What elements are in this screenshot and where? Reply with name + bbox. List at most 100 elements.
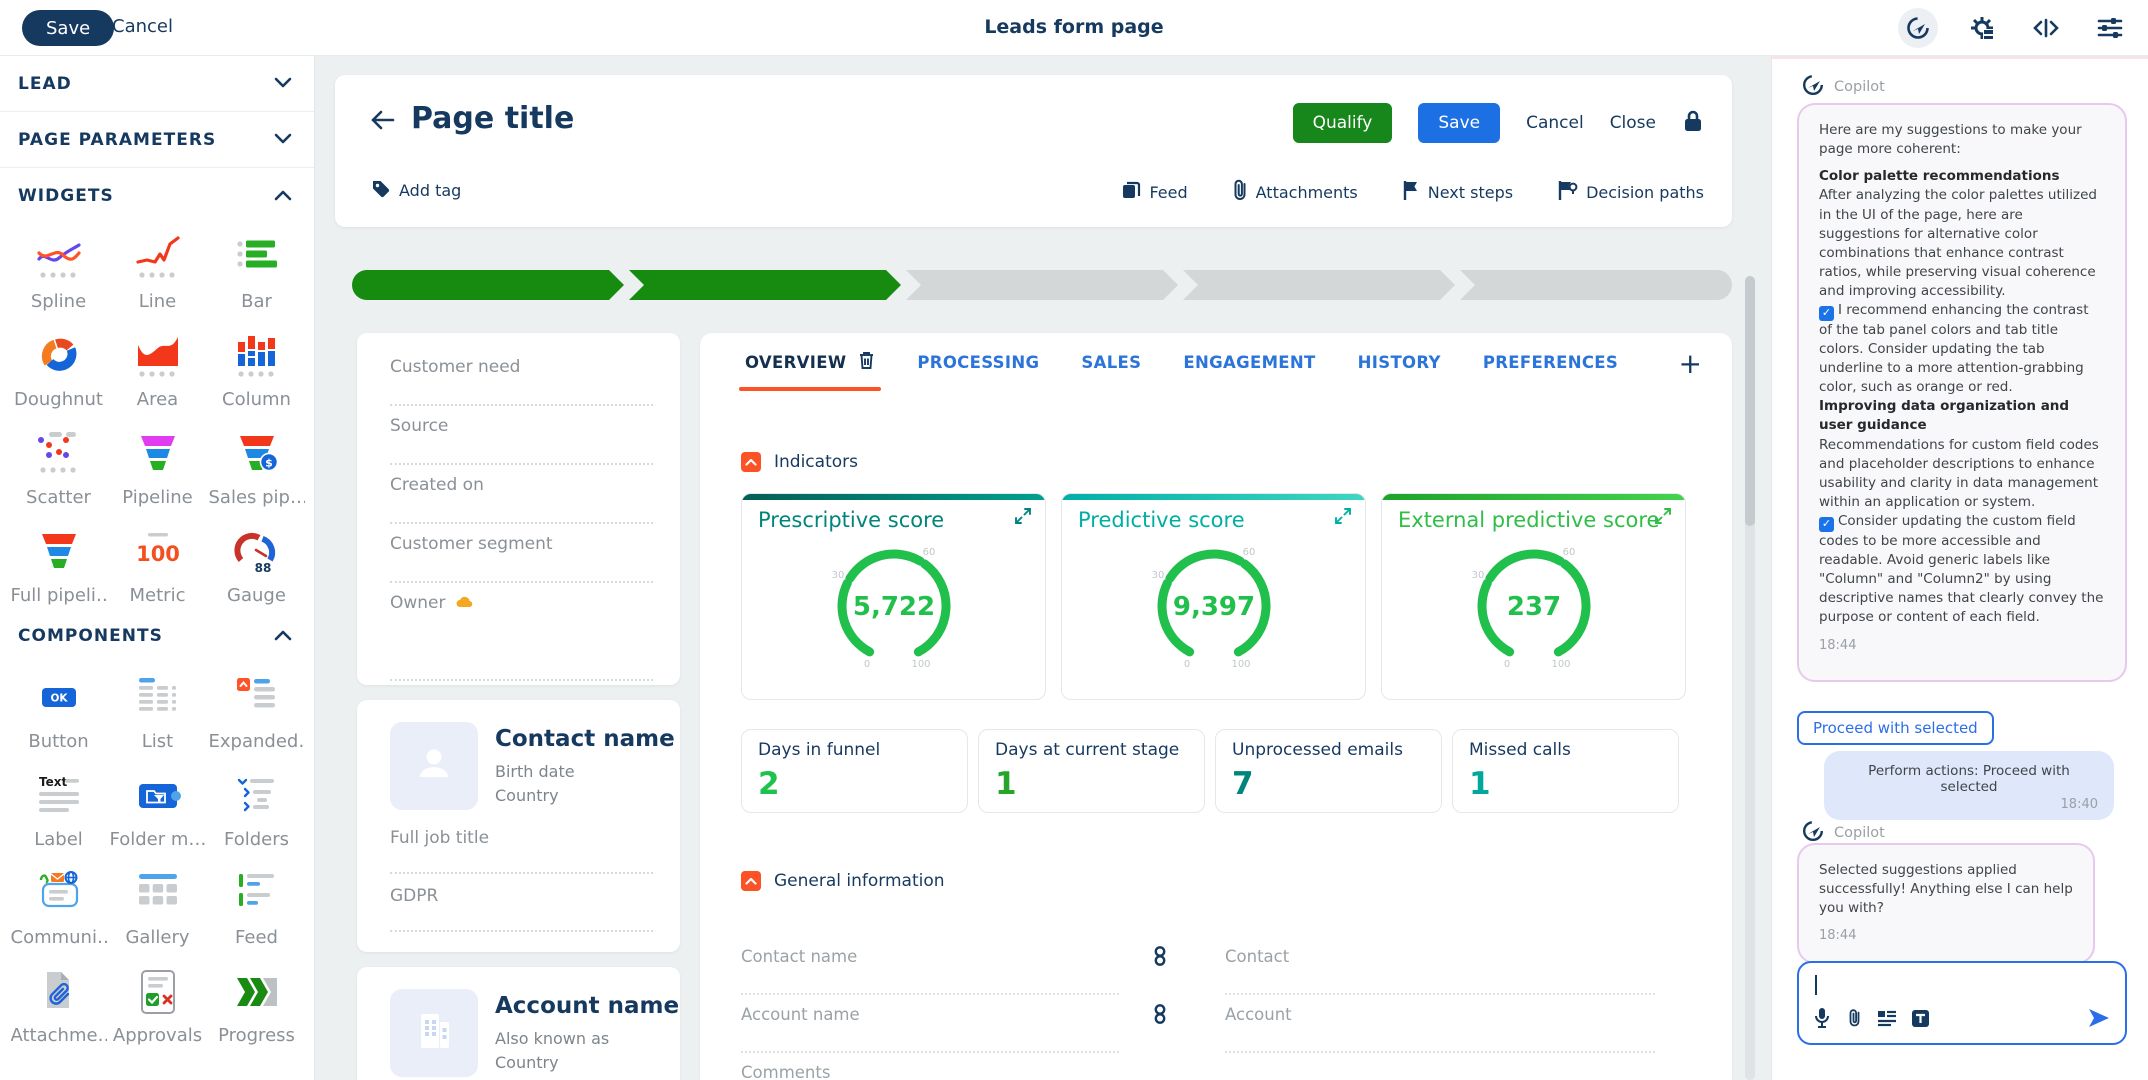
expand-icon[interactable]: [1013, 506, 1033, 530]
stage-segment[interactable]: [352, 270, 624, 300]
sidebar-tile-feed[interactable]: Feed: [207, 866, 306, 948]
sidebar-tile-spline[interactable]: Spline: [9, 230, 108, 312]
sidebar-tile-doughnut[interactable]: Doughnut: [9, 328, 108, 410]
header-link-feed[interactable]: Feed: [1121, 179, 1188, 205]
sidebar-section-components[interactable]: COMPONENTS: [0, 608, 314, 664]
sidebar-tile-line[interactable]: Line: [108, 230, 207, 312]
sidebar-tile-communi-[interactable]: Communi…: [9, 866, 108, 948]
mic-icon[interactable]: [1813, 1007, 1831, 1033]
field-label[interactable]: Contact name: [741, 947, 858, 966]
tab-engagement[interactable]: ENGAGEMENT: [1183, 333, 1315, 391]
sliders-icon[interactable]: [2090, 8, 2130, 48]
sidebar-tile-gauge[interactable]: 88 Gauge: [207, 524, 306, 606]
text-format-icon[interactable]: [1911, 1009, 1930, 1032]
metric-card-missed-calls[interactable]: Missed calls 1: [1452, 729, 1679, 813]
sidebar-tile-progress[interactable]: Progress: [207, 964, 306, 1046]
stage-segment[interactable]: [629, 270, 901, 300]
message-timestamp: 18:44: [1819, 638, 1857, 654]
scrollbar-track[interactable]: [1745, 276, 1755, 1080]
cancel-page-button[interactable]: Cancel: [1526, 113, 1584, 133]
lead-field-source[interactable]: Source: [390, 416, 653, 465]
metric-card-days-at-current-stage[interactable]: Days at current stage 1: [978, 729, 1205, 813]
link-icon[interactable]: [1150, 945, 1170, 971]
sidebar-tile-approvals[interactable]: Approvals: [108, 964, 207, 1046]
sidebar-tile-pipeline[interactable]: Pipeline: [108, 426, 207, 508]
sidebar-tile-label: Spline: [30, 291, 87, 312]
sidebar-tile-column[interactable]: Column: [207, 328, 306, 410]
expand-icon[interactable]: [1333, 506, 1353, 530]
sidebar-tile-attachme-[interactable]: Attachme…: [9, 964, 108, 1046]
account-name-label[interactable]: Account name: [495, 993, 680, 1019]
sidebar-tile-sales-pip-[interactable]: $ Sales pip…: [207, 426, 306, 508]
tab-overview[interactable]: OVERVIEW: [738, 333, 882, 391]
stage-segment[interactable]: [1460, 270, 1732, 300]
gdpr-field[interactable]: GDPR: [390, 886, 653, 932]
metric-widget-icon: 100: [134, 524, 182, 580]
scrollbar-thumb[interactable]: [1745, 276, 1755, 526]
snippet-icon[interactable]: [1877, 1009, 1897, 1031]
attach-icon[interactable]: [1845, 1008, 1863, 1032]
suggestion-checkbox[interactable]: ✓: [1819, 516, 1834, 532]
lock-icon[interactable]: [1682, 109, 1704, 137]
tab-sales[interactable]: SALES: [1081, 333, 1141, 391]
lead-field-owner[interactable]: Owner: [390, 593, 653, 681]
copilot-input[interactable]: [1797, 961, 2127, 1045]
sidebar-tile-label[interactable]: Text Label: [9, 768, 108, 850]
save-button[interactable]: Save: [22, 10, 115, 46]
full-job-title-field[interactable]: Full job title: [390, 828, 653, 874]
code-icon[interactable]: [2026, 8, 2066, 48]
account-country-label: Country: [495, 1053, 559, 1072]
sidebar-tile-gallery[interactable]: Gallery: [108, 866, 207, 948]
sidebar-tile-folder-m-[interactable]: Folder m…: [108, 768, 207, 850]
add-tab-button[interactable]: +: [1678, 347, 1702, 380]
header-link-decision-paths[interactable]: Decision paths: [1557, 179, 1704, 205]
tab-processing[interactable]: PROCESSING: [917, 333, 1039, 391]
collapse-section-icon[interactable]: [741, 871, 761, 891]
contact-name-label[interactable]: Contact name: [495, 726, 675, 752]
save-page-button[interactable]: Save: [1418, 103, 1501, 143]
sidebar-tile-metric[interactable]: 100 Metric: [108, 524, 207, 606]
sidebar-tile-full-pipeli-[interactable]: Full pipeli…: [9, 524, 108, 606]
lead-field-created-on[interactable]: Created on: [390, 475, 653, 524]
qualify-button[interactable]: Qualify: [1292, 103, 1393, 143]
sidebar-tile-button[interactable]: OK Button: [9, 670, 108, 752]
back-arrow-icon[interactable]: [369, 108, 397, 136]
cancel-button[interactable]: Cancel: [112, 16, 173, 37]
sidebar-tile-scatter[interactable]: Scatter: [9, 426, 108, 508]
tab-history[interactable]: HISTORY: [1358, 333, 1441, 391]
add-tag-button[interactable]: Add tag: [371, 179, 461, 202]
copilot-icon[interactable]: [1898, 8, 1938, 48]
field-label[interactable]: Comments: [741, 1063, 831, 1080]
sidebar-tile-folders[interactable]: Folders: [207, 768, 306, 850]
stage-segment[interactable]: [1183, 270, 1455, 300]
list-component-icon: [134, 670, 182, 726]
link-icon[interactable]: [1150, 1003, 1170, 1029]
stage-segment[interactable]: [906, 270, 1178, 300]
metric-card-unprocessed-emails[interactable]: Unprocessed emails 7: [1215, 729, 1442, 813]
header-link-next-steps[interactable]: Next steps: [1402, 179, 1513, 205]
lead-field-customer-need[interactable]: Customer need: [390, 357, 653, 406]
expand-icon[interactable]: [1653, 506, 1673, 530]
sidebar-tile-list[interactable]: List: [108, 670, 207, 752]
sidebar-section-widgets[interactable]: WIDGETS: [0, 168, 314, 224]
sidebar-tile-bar[interactable]: Bar: [207, 230, 306, 312]
field-label[interactable]: Contact: [1225, 947, 1290, 966]
metric-card-days-in-funnel[interactable]: Days in funnel 2: [741, 729, 968, 813]
sidebar-tile-area[interactable]: Area: [108, 328, 207, 410]
proceed-with-selected-button[interactable]: Proceed with selected: [1797, 711, 1994, 745]
send-icon[interactable]: [2087, 1007, 2111, 1033]
general-info-row: Comments: [700, 1059, 1732, 1080]
tab-preferences[interactable]: PREFERENCES: [1483, 333, 1618, 391]
collapse-section-icon[interactable]: [741, 452, 761, 472]
sidebar-section-page-parameters[interactable]: PAGE PARAMETERS: [0, 112, 314, 168]
plugin-icon[interactable]: [1962, 8, 2002, 48]
field-label[interactable]: Account: [1225, 1005, 1292, 1024]
sidebar-tile-expanded-[interactable]: Expanded…: [207, 670, 306, 752]
trash-icon[interactable]: [858, 350, 875, 374]
field-label[interactable]: Account name: [741, 1005, 860, 1024]
suggestion-checkbox[interactable]: ✓: [1819, 305, 1834, 321]
header-link-attachments[interactable]: Attachments: [1232, 179, 1358, 205]
lead-field-customer-segment[interactable]: Customer segment: [390, 534, 653, 583]
sidebar-section-lead[interactable]: LEAD: [0, 56, 314, 112]
close-page-button[interactable]: Close: [1609, 113, 1656, 133]
